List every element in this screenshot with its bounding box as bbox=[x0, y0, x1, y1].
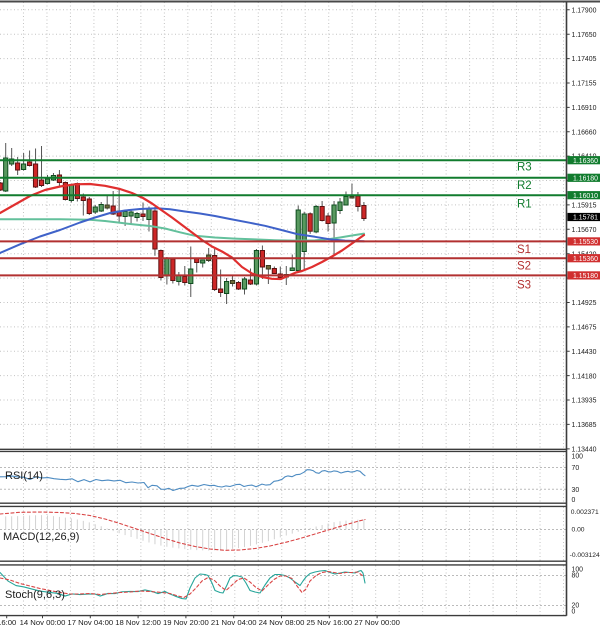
svg-text:100: 100 bbox=[572, 454, 584, 461]
svg-text:1.14925: 1.14925 bbox=[572, 300, 597, 307]
svg-text:1.15530: 1.15530 bbox=[573, 239, 598, 246]
svg-text:1.16010: 1.16010 bbox=[573, 193, 598, 200]
svg-text:Stoch(9,6,3): Stoch(9,6,3) bbox=[5, 589, 65, 601]
svg-text:0: 0 bbox=[572, 608, 576, 615]
svg-text:S3: S3 bbox=[517, 280, 531, 292]
svg-text:1.14675: 1.14675 bbox=[572, 324, 597, 331]
svg-text:1.17155: 1.17155 bbox=[572, 81, 597, 88]
svg-text:1.16910: 1.16910 bbox=[572, 105, 597, 112]
svg-text:30: 30 bbox=[572, 487, 580, 494]
svg-text:18 Nov 12:00: 18 Nov 12:00 bbox=[115, 618, 161, 627]
svg-text:24 Nov 08:00: 24 Nov 08:00 bbox=[259, 618, 305, 627]
svg-text:19 Nov 20:00: 19 Nov 20:00 bbox=[163, 618, 209, 627]
svg-text:1.14430: 1.14430 bbox=[572, 349, 597, 356]
svg-text:R1: R1 bbox=[517, 199, 532, 211]
svg-text:0.00: 0.00 bbox=[572, 527, 585, 534]
svg-text:1.13935: 1.13935 bbox=[572, 398, 597, 405]
svg-text:16:00: 16:00 bbox=[0, 618, 16, 627]
svg-text:14 Nov 00:00: 14 Nov 00:00 bbox=[20, 618, 66, 627]
svg-text:S2: S2 bbox=[517, 261, 531, 273]
svg-text:R2: R2 bbox=[517, 180, 532, 192]
svg-text:R3: R3 bbox=[517, 162, 532, 174]
svg-text:1.15180: 1.15180 bbox=[573, 273, 598, 280]
svg-text:MACD(12,26,9): MACD(12,26,9) bbox=[3, 531, 79, 543]
svg-text:1.17900: 1.17900 bbox=[572, 7, 597, 14]
svg-text:S1: S1 bbox=[517, 244, 531, 256]
svg-text:1.16180: 1.16180 bbox=[573, 176, 598, 183]
svg-text:-0.003124: -0.003124 bbox=[570, 552, 600, 559]
svg-text:27 Nov 00:00: 27 Nov 00:00 bbox=[354, 618, 400, 627]
svg-text:1.13440: 1.13440 bbox=[572, 446, 597, 453]
svg-text:1.16660: 1.16660 bbox=[572, 129, 597, 136]
svg-text:1.13685: 1.13685 bbox=[572, 422, 597, 429]
svg-text:0.002371: 0.002371 bbox=[571, 509, 599, 516]
svg-text:1.15915: 1.15915 bbox=[572, 203, 597, 210]
svg-text:20: 20 bbox=[572, 602, 580, 609]
svg-text:1.15781: 1.15781 bbox=[573, 215, 598, 222]
svg-text:25 Nov 16:00: 25 Nov 16:00 bbox=[306, 618, 352, 627]
svg-text:70: 70 bbox=[572, 465, 580, 472]
svg-text:1.16360: 1.16360 bbox=[573, 158, 598, 165]
svg-text:1.17650: 1.17650 bbox=[572, 32, 597, 39]
svg-text:1.14180: 1.14180 bbox=[572, 373, 597, 380]
svg-text:80: 80 bbox=[572, 572, 580, 579]
svg-text:100: 100 bbox=[572, 566, 584, 573]
svg-text:17 Nov 04:00: 17 Nov 04:00 bbox=[67, 618, 113, 627]
svg-text:21 Nov 04:00: 21 Nov 04:00 bbox=[211, 618, 257, 627]
svg-text:0: 0 bbox=[572, 497, 576, 504]
svg-text:1.17405: 1.17405 bbox=[572, 56, 597, 63]
svg-text:1.15670: 1.15670 bbox=[572, 227, 597, 234]
svg-text:RSI(14): RSI(14) bbox=[5, 470, 43, 482]
svg-text:1.15360: 1.15360 bbox=[573, 256, 598, 263]
